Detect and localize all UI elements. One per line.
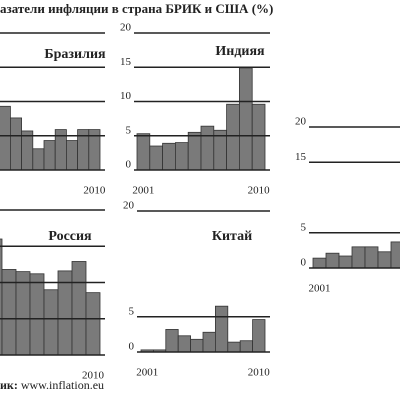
bar <box>364 246 379 269</box>
y-tick-label: 5 <box>129 305 135 317</box>
bar <box>85 292 101 356</box>
bar <box>174 142 189 171</box>
y-tick-label: 15 <box>120 56 132 68</box>
bar <box>338 255 353 269</box>
bar <box>239 340 253 353</box>
x-tick-label: 2001 <box>132 185 154 197</box>
bar <box>325 252 340 269</box>
y-tick-label: 15 <box>295 151 307 163</box>
y-tick-label: 0 <box>126 159 132 171</box>
bar <box>165 329 179 353</box>
bar <box>0 105 11 171</box>
bar <box>57 270 73 356</box>
bar <box>187 131 202 171</box>
bar <box>66 140 79 171</box>
bar <box>43 289 59 356</box>
bar <box>238 67 253 171</box>
y-tick-label: 10 <box>120 90 132 102</box>
bar <box>15 271 31 356</box>
bar <box>214 305 229 353</box>
panel-title: Россия <box>48 229 92 244</box>
bar <box>227 341 241 353</box>
x-tick-label: 2001 <box>136 367 158 379</box>
y-tick-label: 20 <box>123 200 135 212</box>
x-tick-label: 2010 <box>248 185 271 197</box>
panel-title: Индияя <box>215 44 265 59</box>
bar <box>190 338 204 353</box>
y-tick-label: 20 <box>120 22 132 34</box>
bar <box>29 273 45 356</box>
bar <box>377 251 392 269</box>
bar <box>21 130 34 171</box>
bar <box>71 261 87 356</box>
y-tick-label: 5 <box>301 221 307 233</box>
bar <box>200 125 215 171</box>
bar <box>351 246 366 269</box>
bar <box>177 335 191 353</box>
x-tick-label: 2001 <box>309 283 331 295</box>
bar <box>136 133 151 171</box>
source: ик: www.inflation.eu <box>0 378 104 392</box>
y-tick-label: 0 <box>301 257 307 269</box>
y-tick-label: 5 <box>126 124 132 136</box>
source-text: www.inflation.eu <box>21 378 104 392</box>
bar <box>9 117 22 171</box>
chart-title: азатели инфляции в страна БРИК и США (%) <box>0 1 273 16</box>
x-tick-label: 2010 <box>83 185 106 197</box>
panel-title: Китай <box>212 229 252 244</box>
bar <box>32 148 45 171</box>
bar <box>251 103 266 171</box>
bar <box>252 319 266 353</box>
bar <box>162 142 176 171</box>
bar <box>43 140 56 171</box>
bar <box>202 331 216 353</box>
bar <box>390 241 400 269</box>
source-label: ик: <box>0 378 18 392</box>
bar <box>226 103 240 171</box>
x-tick-label: 2010 <box>248 367 271 379</box>
panel-title: Бразилия <box>44 47 106 62</box>
y-tick-label: 20 <box>295 116 307 128</box>
bar <box>149 145 164 171</box>
y-tick-label: 0 <box>129 341 135 353</box>
bar <box>312 257 327 269</box>
x-tick-label: 2010 <box>82 370 105 382</box>
